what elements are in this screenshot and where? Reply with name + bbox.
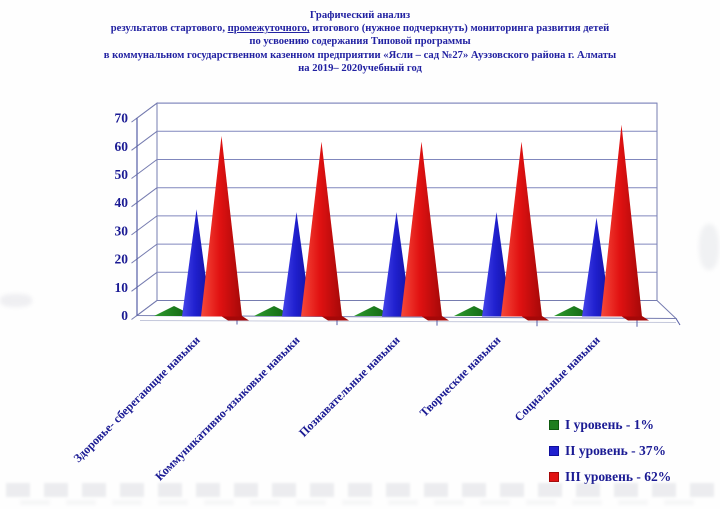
pyramid-level2-3 (382, 212, 411, 317)
scan-artifact (0, 294, 32, 307)
pyramid-level3-base-3 (421, 316, 449, 321)
floor-lip-line (139, 320, 677, 323)
title-line-1: Графический анализ (309, 10, 411, 21)
y-tick-mark (131, 130, 158, 151)
pyramid-level3-base-5 (621, 316, 649, 321)
y-tick-mark (131, 243, 158, 264)
y-tick-label: 20 (115, 252, 129, 267)
pyramid-level2-2 (282, 212, 311, 317)
title-line-4: в коммунальном государственном казенном … (103, 49, 617, 61)
title-line-2-pre: результатов стартового, (110, 23, 228, 35)
chart-side-wall (136, 102, 158, 317)
chart-legend: I уровень - 1% II уровень - 37% III уров… (549, 417, 671, 495)
category-axis-corner-tick (675, 318, 681, 326)
legend-item: II уровень - 37% (549, 443, 671, 459)
legend-label: I уровень - 1% (565, 417, 654, 432)
pyramid-level3-4 (501, 141, 542, 317)
pyramid-level2-4 (482, 212, 511, 317)
legend-label: III уровень - 62% (565, 469, 672, 484)
legend-swatch-blue (549, 446, 559, 456)
scan-artifact (20, 500, 710, 505)
title-line-2-post: итогового (нужное подчеркнуть) мониторин… (309, 23, 610, 35)
y-tick-mark (131, 215, 158, 236)
pyramid-level3-base-2 (321, 316, 349, 321)
y-tick-mark (131, 187, 158, 208)
pyramid-level3-3 (401, 141, 442, 317)
title-underlined-word: промежуточного, (227, 23, 310, 35)
scan-artifact (699, 224, 719, 270)
y-tick-label: 60 (115, 139, 129, 154)
chart-title-block: Графический анализ результатов стартовог… (0, 9, 720, 75)
y-tick-mark (131, 159, 158, 179)
pyramid-level3-base-1 (221, 316, 249, 321)
y-tick-mark (131, 102, 158, 123)
pyramid-level3-2 (301, 141, 342, 317)
title-line-2: результатов стартового, промежуточного, … (0, 22, 720, 35)
pyramid-level2-1 (182, 209, 211, 317)
pyramid-level3-1 (201, 136, 242, 317)
y-tick-mark (131, 271, 158, 292)
y-tick-label: 50 (115, 167, 129, 182)
pyramid-level3-base-4 (521, 316, 549, 321)
y-tick-mark (131, 300, 158, 320)
title-line-3: по усвоению содержания Типовой программы (249, 36, 471, 48)
y-tick-label: 40 (115, 195, 129, 210)
legend-item: III уровень - 62% (549, 469, 671, 485)
legend-swatch-red (549, 472, 559, 482)
y-tick-label: 10 (115, 280, 129, 295)
pyramid-level3-5 (601, 124, 642, 317)
title-line-5: на 2019– 2020учебный год (298, 62, 422, 74)
legend-swatch-green (549, 420, 559, 430)
legend-item: I уровень - 1% (549, 417, 671, 433)
y-tick-label: 0 (121, 308, 128, 323)
legend-label: II уровень - 37% (565, 443, 666, 458)
y-tick-label: 70 (115, 111, 129, 126)
y-tick-label: 30 (115, 223, 129, 238)
scan-artifact (6, 483, 714, 497)
